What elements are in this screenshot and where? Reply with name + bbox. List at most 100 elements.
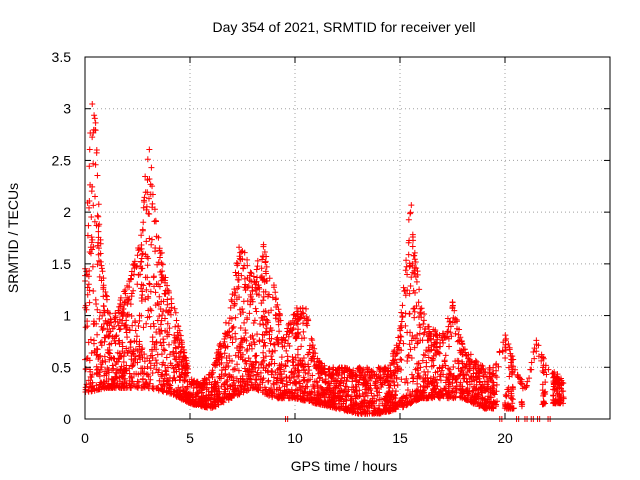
data-point <box>149 200 156 207</box>
data-point <box>325 402 332 409</box>
data-point <box>143 203 150 210</box>
data-point <box>246 375 253 382</box>
data-point <box>353 400 360 407</box>
data-point <box>140 219 147 226</box>
data-point <box>411 264 418 271</box>
data-point <box>158 381 165 388</box>
data-point <box>215 348 222 355</box>
data-point <box>219 398 226 405</box>
data-point <box>309 372 316 379</box>
data-point <box>431 339 438 346</box>
data-point <box>145 195 152 202</box>
data-point <box>250 273 257 280</box>
data-point <box>302 369 309 376</box>
data-point <box>239 373 246 380</box>
data-point <box>285 340 291 347</box>
data-point <box>94 172 101 179</box>
data-point <box>164 287 171 294</box>
data-point <box>121 301 128 308</box>
data-point <box>517 378 524 385</box>
data-point <box>158 351 165 358</box>
data-point <box>450 363 457 370</box>
data-point <box>306 367 313 374</box>
data-point <box>116 355 123 362</box>
data-point <box>416 286 423 293</box>
data-point <box>413 278 420 285</box>
data-point <box>455 331 462 338</box>
data-point <box>101 320 108 327</box>
data-point <box>124 311 131 318</box>
data-point <box>407 262 414 269</box>
data-point <box>462 396 469 403</box>
data-point <box>151 362 158 369</box>
data-point <box>86 163 93 170</box>
data-point <box>293 320 300 327</box>
data-point <box>246 272 253 279</box>
data-point <box>210 361 217 368</box>
data-point <box>528 366 535 373</box>
data-point <box>342 383 349 390</box>
data-point <box>101 353 108 360</box>
data-point <box>140 370 147 377</box>
data-point <box>248 379 255 386</box>
data-point <box>264 367 271 374</box>
data-point <box>355 410 362 417</box>
data-point <box>148 236 155 243</box>
data-point <box>487 388 494 395</box>
data-point <box>163 372 170 379</box>
data-point <box>131 265 138 272</box>
data-point <box>263 329 270 336</box>
data-point <box>127 373 134 380</box>
data-point <box>473 381 480 388</box>
data-point <box>241 387 248 394</box>
data-point <box>177 395 184 402</box>
data-point <box>128 356 135 363</box>
data-point <box>141 358 148 365</box>
data-point <box>322 399 329 406</box>
data-point <box>426 331 433 338</box>
data-point <box>149 354 156 361</box>
data-point <box>144 381 151 388</box>
data-point <box>252 376 259 383</box>
data-point <box>89 383 96 390</box>
data-point <box>424 348 431 355</box>
data-point <box>229 339 236 346</box>
data-point <box>145 293 152 300</box>
data-point <box>412 366 419 373</box>
data-point <box>90 288 97 295</box>
data-point <box>266 361 273 368</box>
data-point <box>264 293 271 300</box>
data-point <box>401 288 408 295</box>
data-point <box>158 298 165 305</box>
data-point <box>144 355 151 362</box>
data-point <box>368 390 375 397</box>
data-point <box>97 258 104 265</box>
data-point <box>431 386 438 393</box>
data-point <box>139 369 146 376</box>
data-point <box>503 393 510 400</box>
data-point <box>264 317 271 324</box>
data-point <box>254 331 261 338</box>
data-point <box>423 359 430 366</box>
data-point <box>134 359 141 366</box>
data-point <box>108 319 115 326</box>
data-point <box>336 392 343 399</box>
data-point <box>234 276 241 283</box>
data-point <box>506 373 513 380</box>
data-point <box>395 403 402 410</box>
data-point <box>404 357 411 364</box>
data-point <box>243 347 250 354</box>
data-point <box>414 340 421 347</box>
data-point <box>239 383 246 390</box>
data-point <box>93 366 100 373</box>
data-point <box>394 363 401 370</box>
x-tick-label: 0 <box>81 430 89 446</box>
data-point <box>138 265 145 272</box>
data-point <box>333 384 340 391</box>
data-point <box>96 273 103 280</box>
data-point <box>149 385 156 392</box>
data-point <box>502 341 509 348</box>
data-point <box>360 366 367 373</box>
data-point <box>438 392 445 399</box>
data-point <box>86 248 93 255</box>
